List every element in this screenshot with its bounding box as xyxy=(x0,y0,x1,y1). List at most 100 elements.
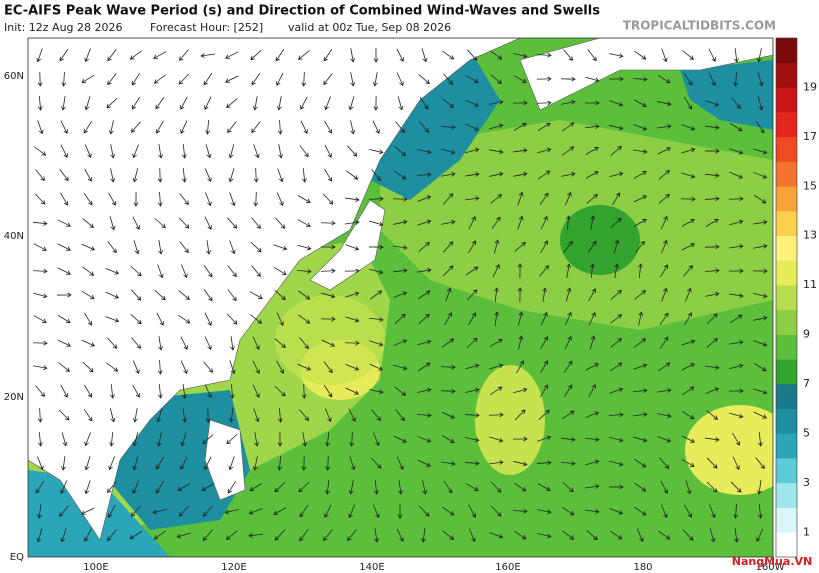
arrow xyxy=(347,529,357,542)
lon-label: 120E xyxy=(221,562,246,573)
arrow xyxy=(513,387,528,394)
arrow xyxy=(636,528,644,543)
arrow xyxy=(274,481,286,493)
arrow xyxy=(36,456,44,471)
arrow xyxy=(489,99,504,105)
arrow xyxy=(466,49,478,61)
arrow xyxy=(734,528,739,543)
arrow xyxy=(681,339,696,346)
arrow xyxy=(753,171,768,179)
arrow xyxy=(250,49,262,61)
arrow xyxy=(249,291,263,299)
arrow xyxy=(729,363,744,370)
arrow xyxy=(421,528,426,543)
arrow xyxy=(513,53,528,59)
arrow xyxy=(154,289,166,301)
arrow xyxy=(224,509,239,515)
arrow xyxy=(753,243,768,249)
arrow xyxy=(564,311,572,326)
arrow xyxy=(537,483,551,491)
arrow xyxy=(56,292,72,298)
arrow xyxy=(540,240,548,254)
arrow xyxy=(225,51,239,59)
arrow xyxy=(609,460,624,467)
arrow xyxy=(540,360,548,374)
arrow xyxy=(493,239,500,254)
arrow xyxy=(133,240,140,255)
arrow xyxy=(228,456,235,471)
arrow xyxy=(660,215,668,230)
arrow xyxy=(277,455,283,471)
arrow xyxy=(57,339,72,347)
arrow xyxy=(36,528,43,543)
arrow xyxy=(226,530,238,540)
arrow xyxy=(300,120,308,134)
arrow xyxy=(227,217,238,229)
arrow xyxy=(659,312,669,326)
arrow xyxy=(227,289,237,302)
arrow xyxy=(324,168,332,182)
arrow xyxy=(633,149,648,154)
arrow xyxy=(489,149,504,155)
arrow xyxy=(83,408,93,422)
arrow xyxy=(325,432,330,447)
arrow xyxy=(608,412,624,418)
arrow xyxy=(661,287,668,302)
arrow xyxy=(59,169,69,182)
arrow xyxy=(300,96,308,110)
arrow xyxy=(632,76,648,82)
arrow xyxy=(299,504,309,518)
arrow xyxy=(132,216,140,230)
arrow xyxy=(540,311,548,326)
arrow xyxy=(465,196,480,201)
arrow xyxy=(397,96,404,111)
arrow xyxy=(516,360,524,374)
arrow xyxy=(253,191,259,207)
arrow xyxy=(227,121,237,134)
arrow xyxy=(757,96,764,111)
arrow xyxy=(417,195,432,202)
arrow xyxy=(60,144,68,158)
map xyxy=(28,38,773,557)
colorbar-label: 7 xyxy=(803,377,810,390)
arrow xyxy=(417,149,432,155)
arrow xyxy=(563,384,573,398)
arrow xyxy=(130,289,142,301)
arrow xyxy=(57,315,71,324)
arrow xyxy=(201,483,215,491)
arrow xyxy=(584,100,600,106)
arrow xyxy=(157,167,163,183)
arrow xyxy=(418,505,430,517)
arrow xyxy=(277,407,283,423)
arrow xyxy=(490,194,503,204)
arrow xyxy=(348,480,354,495)
arrow xyxy=(34,146,47,156)
colorbar-label: 17 xyxy=(803,130,817,143)
arrow xyxy=(83,120,93,134)
arrow xyxy=(182,384,187,399)
arrow xyxy=(633,124,648,131)
arrow xyxy=(542,287,547,302)
arrow xyxy=(324,96,331,111)
arrow xyxy=(705,173,720,178)
colorbar-segment xyxy=(776,408,797,434)
arrow xyxy=(441,148,456,155)
arrow xyxy=(57,219,71,227)
logo: NangMua.VN xyxy=(732,555,812,568)
arrow xyxy=(729,340,744,345)
arrow xyxy=(345,291,360,298)
arrow xyxy=(560,460,576,466)
arrow xyxy=(517,191,524,206)
arrow xyxy=(633,412,648,417)
arrow xyxy=(107,49,117,62)
arrow xyxy=(729,244,744,249)
arrow xyxy=(346,170,359,180)
arrow xyxy=(421,48,428,63)
arrow xyxy=(251,73,261,86)
arrow xyxy=(130,121,141,133)
arrow xyxy=(252,360,260,374)
arrow xyxy=(608,76,624,82)
arrow xyxy=(489,460,504,465)
arrow xyxy=(176,532,191,539)
valid-time: valid at 00z Tue, Sep 08 2026 xyxy=(288,21,451,34)
